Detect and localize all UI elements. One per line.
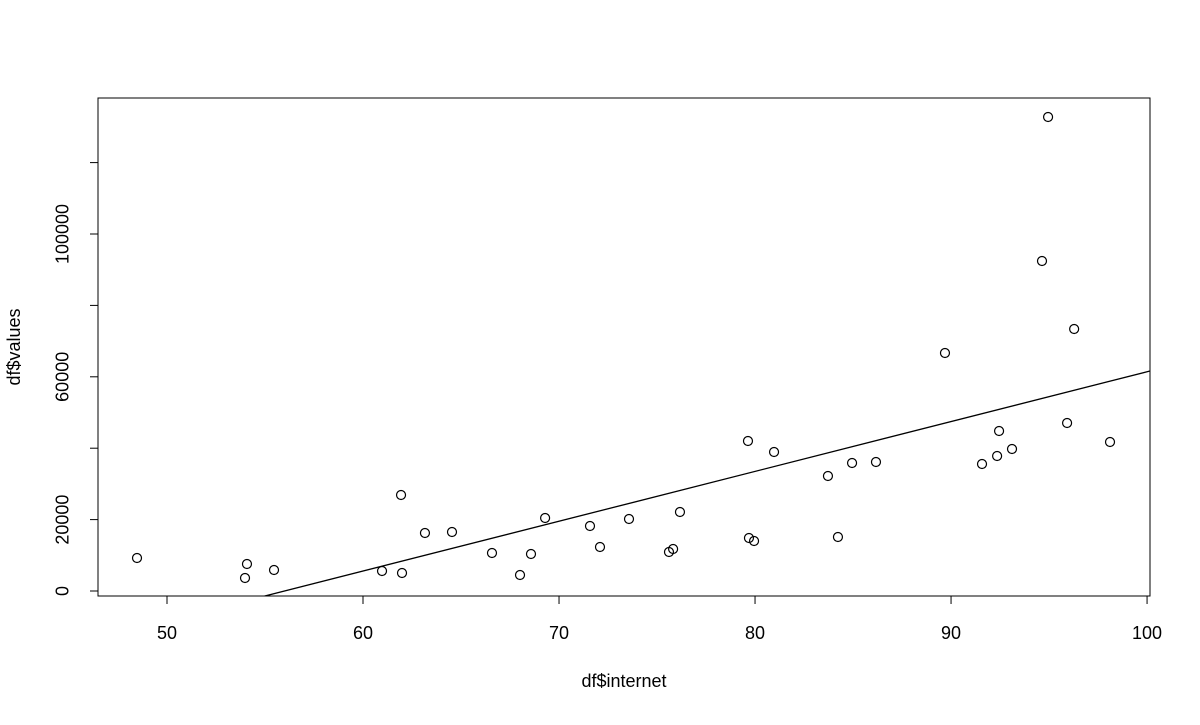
y-tick-label: 0	[53, 586, 73, 596]
point	[446, 526, 458, 538]
x-tick-label: 50	[157, 623, 177, 643]
point	[419, 527, 431, 539]
point	[743, 532, 755, 544]
point	[131, 552, 143, 564]
point	[1104, 436, 1116, 448]
point	[623, 513, 635, 525]
point	[376, 565, 388, 577]
y-tick-label: 60000	[53, 352, 73, 402]
point	[268, 564, 280, 576]
point	[525, 548, 537, 560]
point	[742, 435, 754, 447]
point	[395, 489, 407, 501]
x-tick-label: 100	[1132, 623, 1162, 643]
x-tick-label: 90	[941, 623, 961, 643]
point	[486, 547, 498, 559]
x-axis-label: df$internet	[581, 671, 666, 691]
point	[1036, 255, 1048, 267]
point	[846, 457, 858, 469]
point	[976, 458, 988, 470]
plot-frame	[97, 97, 1151, 597]
point	[239, 572, 251, 584]
point	[832, 531, 844, 543]
point	[1069, 323, 1080, 335]
x-tick-label: 80	[745, 623, 765, 643]
point	[1042, 111, 1054, 123]
point	[992, 450, 1003, 462]
point	[1061, 417, 1073, 429]
point	[939, 347, 951, 359]
point	[514, 569, 526, 581]
point	[674, 506, 686, 518]
y-axis-label: df$values	[4, 308, 24, 385]
point	[1006, 443, 1018, 455]
point	[993, 425, 1005, 437]
y-tick-label: 100000	[53, 204, 73, 264]
point	[748, 535, 760, 547]
x-tick-label: 70	[549, 623, 569, 643]
y-tick-label: 20000	[53, 495, 73, 545]
point	[540, 512, 551, 524]
point	[594, 541, 606, 553]
point	[870, 456, 882, 468]
regression-line	[262, 370, 1150, 596]
point	[584, 520, 596, 532]
x-tick-label: 60	[353, 623, 373, 643]
point	[241, 558, 253, 570]
point	[396, 567, 408, 579]
point	[668, 543, 679, 555]
point	[768, 446, 780, 458]
point	[822, 470, 834, 482]
